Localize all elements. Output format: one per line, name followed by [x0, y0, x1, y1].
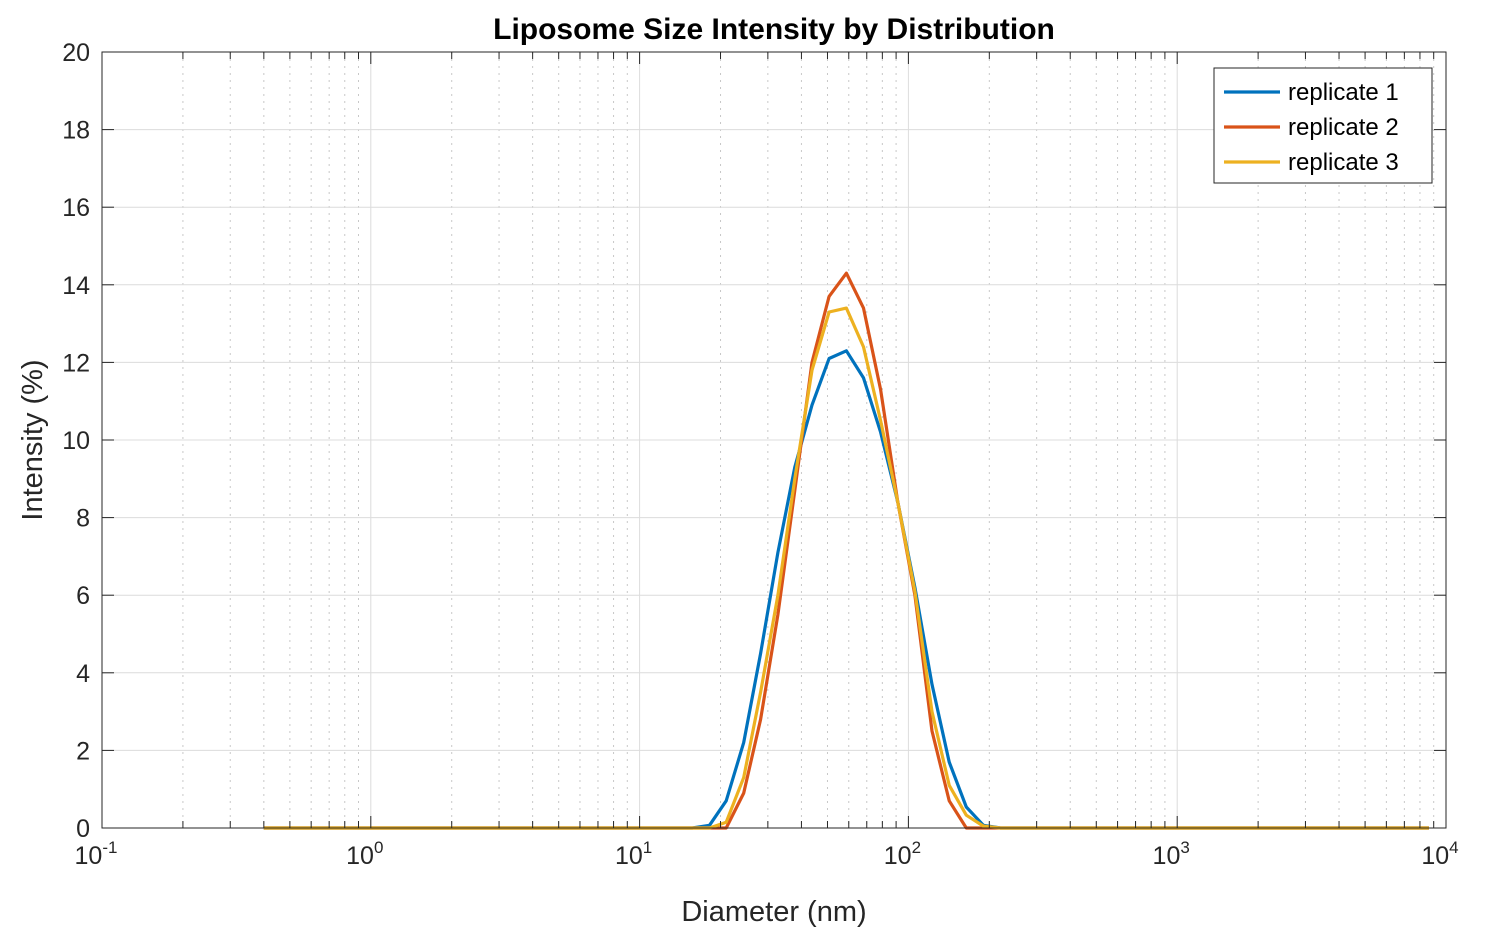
y-tick-label: 18	[62, 117, 90, 145]
y-tick-label: 6	[76, 582, 90, 610]
legend-label: replicate 1	[1288, 79, 1399, 106]
y-tick-label: 20	[62, 39, 90, 67]
y-tick-label: 14	[62, 272, 90, 300]
ticks: 10-1 100 101 102 103 104 0 2 4 6 8 10 12 14 16 18 20	[62, 39, 1458, 870]
x-tick-label: 102	[884, 838, 921, 870]
y-tick-label: 10	[62, 427, 90, 455]
series-line-replicate-2	[263, 271, 1429, 830]
chart-title: Liposome Size Intensity by Distribution	[493, 13, 1055, 46]
y-axis-label: Intensity (%)	[17, 359, 49, 520]
x-tick-label: 10-1	[75, 838, 118, 870]
series-line-replicate-1	[263, 349, 1429, 830]
x-tick-label: 100	[346, 838, 383, 870]
y-tick-label: 4	[76, 660, 90, 688]
y-tick-label: 8	[76, 505, 90, 533]
legend-label: replicate 3	[1288, 149, 1399, 176]
x-tick-label: 101	[615, 838, 652, 870]
x-tick-label: 103	[1153, 838, 1190, 870]
y-tick-label: 0	[76, 815, 90, 843]
y-tick-label: 12	[62, 349, 90, 377]
legend-label: replicate 2	[1288, 114, 1399, 141]
series-lines	[263, 271, 1429, 830]
y-tick-label: 16	[62, 194, 90, 222]
y-tick-label: 2	[76, 737, 90, 765]
x-axis-label: Diameter (nm)	[681, 896, 866, 928]
legend: replicate 1 replicate 2 replicate 3	[1213, 67, 1433, 184]
x-tick-label: 104	[1421, 838, 1458, 870]
